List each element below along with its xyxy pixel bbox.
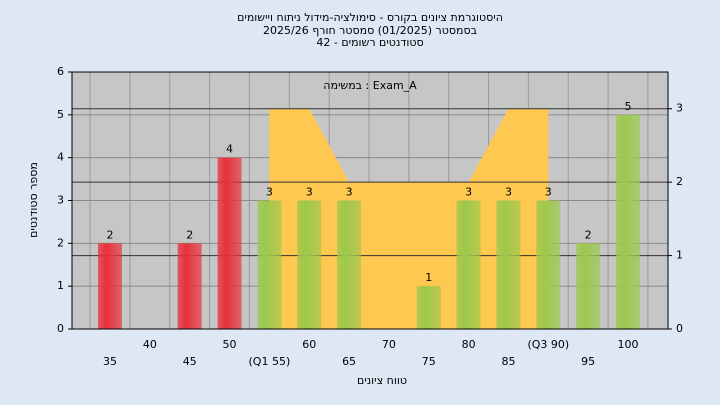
y-axis-title: מספר סטודנטים [27,162,40,238]
data-label: 4 [226,143,233,156]
data-label: 3 [346,186,353,199]
x-tick-label: 60 [302,338,316,351]
y-tick-label: 2 [57,236,64,249]
x-tick-label: 35 [103,355,117,368]
y-tick-label: 4 [57,151,64,164]
chart-subtitle: בסמסטר (01/2025) סמסטר חורף 2025/26 [263,24,477,37]
bar [416,286,441,329]
chart-caption: סטודנטים רשומים - 42 [316,36,423,49]
bar [217,157,242,329]
data-label: 3 [505,186,512,199]
data-label: 2 [186,228,193,241]
x-tick-label: 70 [382,338,396,351]
y2-tick-label: 1 [676,249,683,262]
annotation: במשימה : Exam_A [323,79,417,92]
x-tick-label: 80 [462,338,476,351]
bar [576,243,601,329]
x-tick-label: 75 [422,355,436,368]
x-tick-label: 100 [618,338,639,351]
y-tick-label: 0 [57,322,64,335]
plot-border [71,71,669,330]
x-tick-label: 50 [223,338,237,351]
bar [297,200,322,329]
x-tick-label: 45 [183,355,197,368]
bar [98,243,122,329]
bar [257,200,282,329]
data-label: 5 [625,100,632,113]
x-tick-label: (Q3 90) [527,338,569,351]
bar [337,200,362,329]
bar [616,114,640,329]
x-tick-label: 85 [501,355,515,368]
data-label: 3 [545,186,552,199]
bar [456,200,481,329]
chart-title: היסטוגרמת ציונים בקורס - סימולציה-מידול … [237,11,503,24]
x-tick-label: (Q1 55) [249,355,291,368]
data-label: 3 [306,186,313,199]
bar [536,200,561,329]
x-tick-label: 40 [143,338,157,351]
y2-tick-label: 0 [676,322,683,335]
bar [496,200,521,329]
y-tick-label: 5 [57,108,64,121]
y-tick-label: 3 [57,194,64,207]
data-label: 3 [266,186,273,199]
data-label: 1 [425,271,432,284]
x-tick-label: 95 [581,355,595,368]
y-tick-label: 6 [57,65,64,78]
data-label: 3 [465,186,472,199]
x-tick-label: 65 [342,355,356,368]
data-label: 2 [107,228,114,241]
data-label: 2 [585,228,592,241]
y-tick-label: 1 [57,279,64,292]
y2-tick-label: 3 [676,102,683,115]
y2-tick-label: 2 [676,175,683,188]
x-axis-title: טווח ציונים [357,374,407,387]
bar [177,243,202,329]
